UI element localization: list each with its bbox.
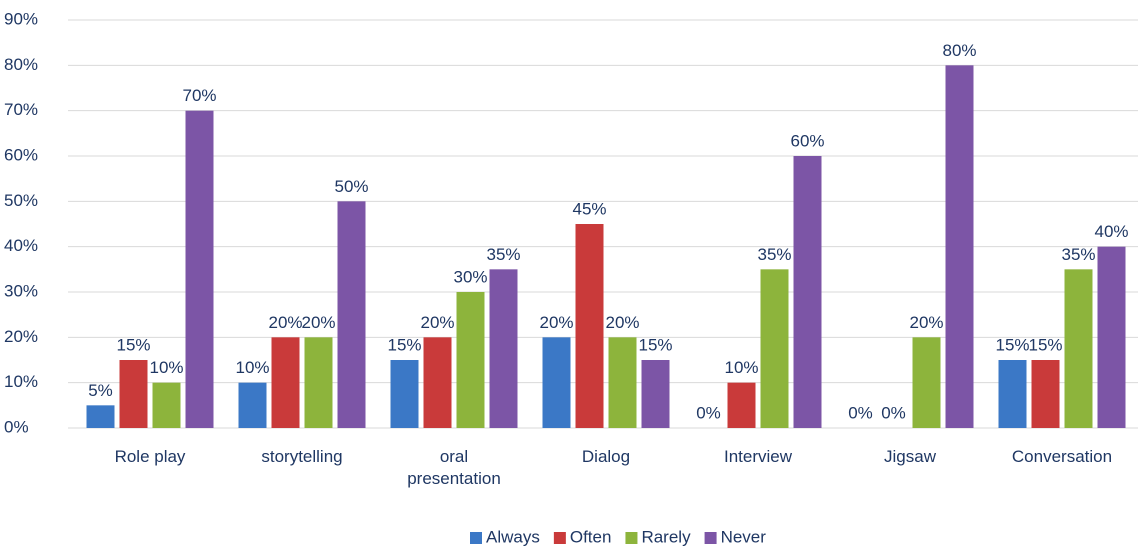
- y-tick-label: 10%: [4, 372, 38, 391]
- data-label: 20%: [268, 313, 302, 332]
- x-tick-label: Conversation: [1011, 447, 1113, 466]
- bar: [727, 382, 756, 428]
- y-tick-label: 40%: [4, 236, 38, 255]
- x-tick-label: Dialog: [581, 447, 631, 466]
- data-label: 15%: [387, 335, 421, 354]
- x-tick-label: oral presentation: [407, 447, 501, 488]
- bar: [271, 337, 300, 428]
- data-label: 60%: [790, 131, 824, 150]
- y-tick-label: 0%: [4, 417, 29, 436]
- bar: [119, 360, 148, 428]
- y-tick-label: 30%: [4, 281, 38, 300]
- legend-swatch: [553, 532, 566, 544]
- data-label: 50%: [334, 177, 368, 196]
- x-tick-label: Interview: [723, 447, 793, 466]
- bar: [608, 337, 637, 428]
- y-tick-label: 70%: [4, 100, 38, 119]
- data-label: 20%: [605, 313, 639, 332]
- data-label: 5%: [88, 381, 113, 400]
- data-label: 0%: [848, 403, 873, 422]
- data-label: 80%: [942, 41, 976, 60]
- data-label: 15%: [116, 335, 150, 354]
- bar: [337, 201, 366, 428]
- data-label: 10%: [235, 358, 269, 377]
- y-tick-label: 50%: [4, 191, 38, 210]
- legend-label: Never: [721, 527, 767, 546]
- bar: [542, 337, 571, 428]
- data-label: 20%: [539, 313, 573, 332]
- data-label: 10%: [149, 358, 183, 377]
- data-label: 30%: [453, 267, 487, 286]
- bar: [86, 405, 115, 428]
- data-label: 15%: [638, 335, 672, 354]
- bar: [793, 156, 822, 428]
- bar: [998, 360, 1027, 428]
- bar: [641, 360, 670, 428]
- bar: [945, 65, 974, 428]
- legend-label: Always: [486, 527, 540, 546]
- x-tick-label: Jigsaw: [884, 447, 936, 466]
- bar: [760, 269, 789, 428]
- bar: [238, 382, 267, 428]
- legend-swatch: [704, 532, 717, 544]
- bar: [390, 360, 419, 428]
- data-label: 20%: [420, 313, 454, 332]
- bar: [1097, 246, 1126, 428]
- bar: [423, 337, 452, 428]
- bar: [456, 292, 485, 428]
- y-tick-label: 60%: [4, 145, 38, 164]
- x-tick-label: Role play: [114, 447, 186, 466]
- data-label: 20%: [301, 313, 335, 332]
- y-tick-label: 80%: [4, 55, 38, 74]
- data-label: 15%: [1028, 335, 1062, 354]
- y-tick-label: 90%: [4, 9, 38, 28]
- data-label: 0%: [881, 403, 906, 422]
- data-label: 20%: [909, 313, 943, 332]
- bar: [912, 337, 941, 428]
- data-label: 10%: [724, 358, 758, 377]
- data-label: 35%: [1061, 245, 1095, 264]
- bar: [1031, 360, 1060, 428]
- data-label: 40%: [1094, 222, 1128, 241]
- data-label: 70%: [182, 86, 216, 105]
- legend-swatch: [470, 532, 482, 544]
- bar: [489, 269, 518, 428]
- data-label: 45%: [572, 199, 606, 218]
- data-label: 0%: [696, 403, 721, 422]
- legend-label: Often: [570, 527, 612, 546]
- bar: [185, 110, 214, 429]
- legend-swatch: [625, 532, 638, 544]
- bar: [575, 224, 604, 428]
- data-label: 35%: [757, 245, 791, 264]
- data-label: 35%: [486, 245, 520, 264]
- data-label: 15%: [995, 335, 1029, 354]
- bar: [152, 382, 181, 428]
- y-tick-label: 20%: [4, 327, 38, 346]
- bar: [1064, 269, 1093, 428]
- legend-label: Rarely: [641, 527, 691, 546]
- bar: [304, 337, 333, 428]
- x-tick-label: storytelling: [261, 447, 343, 466]
